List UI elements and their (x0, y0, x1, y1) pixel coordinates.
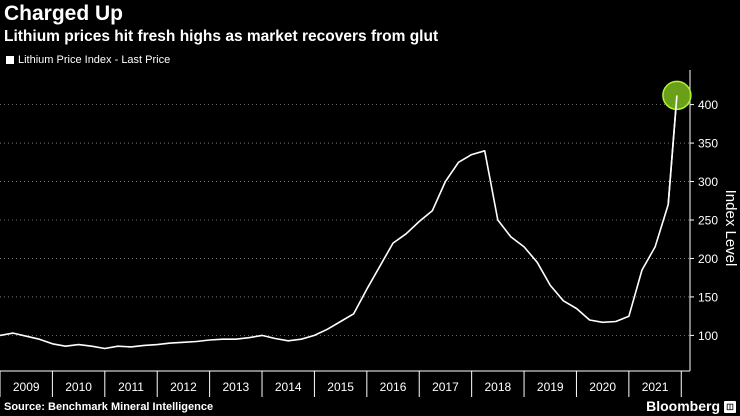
x-tick-label: 2021 (642, 380, 669, 394)
series-line (0, 95, 678, 350)
x-tick-label: 2013 (222, 380, 249, 394)
chart-title: Charged Up (4, 2, 124, 25)
x-tick-label: 2011 (118, 380, 144, 394)
chart-legend: Lithium Price Index - Last Price (6, 54, 170, 66)
x-tick-label: 2014 (275, 380, 302, 394)
x-tick-label: 2016 (380, 380, 407, 394)
x-tick-label: 2017 (432, 380, 459, 394)
y-tick-label: 100 (698, 329, 718, 343)
chart-subtitle: Lithium prices hit fresh highs as market… (4, 28, 439, 45)
series-line-end (667, 95, 678, 205)
source-note: Source: Benchmark Mineral Intelligence (4, 401, 214, 413)
y-tick-label: 350 (698, 137, 718, 151)
legend-swatch (6, 56, 14, 64)
y-tick-label: 400 (698, 98, 718, 112)
y-axis-title: Index Level (722, 190, 739, 267)
x-tick-label: 2020 (589, 380, 616, 394)
x-tick-label: 2012 (170, 380, 197, 394)
x-tick-label: 2015 (327, 380, 354, 394)
legend-label: Lithium Price Index - Last Price (18, 54, 171, 66)
y-tick-label: 200 (698, 252, 718, 266)
highlight-marker (662, 80, 692, 111)
x-tick-label: 2010 (65, 380, 92, 394)
x-tick-label: 2018 (484, 380, 511, 394)
y-tick-label: 300 (698, 175, 718, 189)
x-tick-label: 2009 (13, 380, 40, 394)
bloomberg-badge-icon: ◫ (724, 401, 736, 413)
y-tick-label: 150 (698, 290, 718, 304)
bloomberg-logo: Bloomberg (646, 398, 720, 414)
y-tick-label: 250 (698, 214, 718, 228)
x-tick-label: 2019 (537, 380, 564, 394)
